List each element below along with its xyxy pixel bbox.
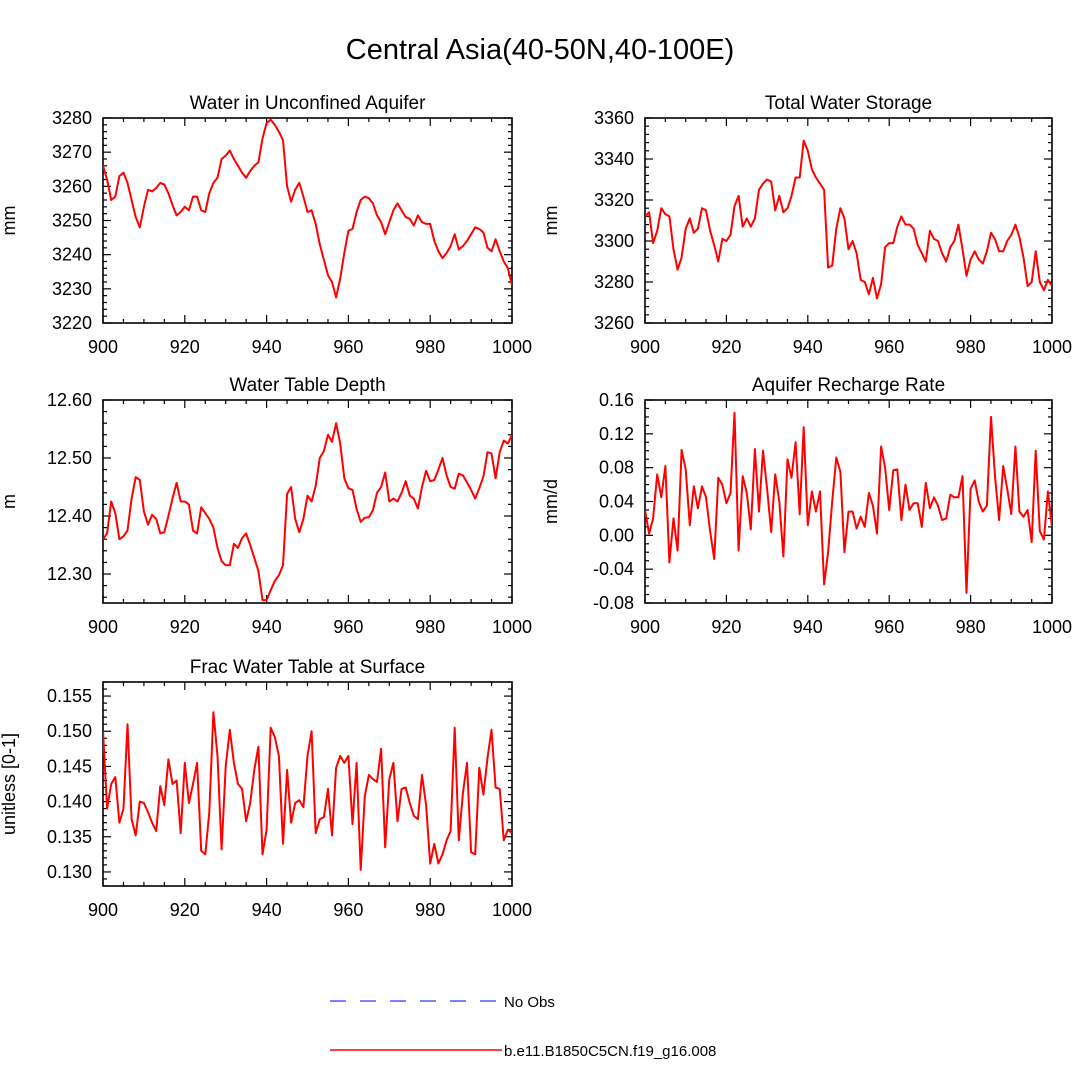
x-tick-label: 900 (88, 900, 118, 920)
x-tick-label: 980 (415, 617, 445, 637)
x-tick-label: 920 (170, 617, 200, 637)
y-tick-label: 0.08 (599, 458, 634, 478)
x-tick-label: 940 (793, 337, 823, 357)
x-tick-label: 1000 (492, 900, 532, 920)
x-tick-label: 960 (333, 337, 363, 357)
series-line (103, 422, 512, 602)
y-tick-label: 3320 (594, 190, 634, 210)
legend: No Obs b.e11.B1850C5CN.f19_g16.008 (330, 994, 716, 1060)
y-tick-label: 0.145 (47, 756, 92, 776)
panel-title: Aquifer Recharge Rate (752, 375, 945, 396)
x-tick-label: 940 (793, 617, 823, 637)
x-tick-label: 940 (252, 337, 282, 357)
x-tick-label: 980 (415, 900, 445, 920)
chart-panel-1: Water in Unconfined Aquifer 900 920 940 960 9… (0, 93, 532, 357)
y-tick-label: 3270 (52, 142, 92, 162)
x-tick-label: 960 (333, 900, 363, 920)
panel-title: Water in Unconfined Aquifer (190, 93, 427, 114)
x-tick-label: 960 (874, 617, 904, 637)
y-tick-label: 0.150 (47, 721, 92, 741)
y-tick-label: 3260 (52, 176, 92, 196)
y-tick-label: 0.130 (47, 862, 92, 882)
plot-frame (102, 117, 513, 324)
y-tick-label: 12.30 (47, 564, 92, 584)
series-line (645, 411, 1052, 594)
y-tick-label: 12.50 (47, 448, 92, 468)
y-tick-label: 3280 (52, 108, 92, 128)
series-line (103, 711, 512, 871)
x-tick-label: 900 (88, 337, 118, 357)
y-axis-label: mm (0, 206, 19, 236)
y-tick-label: -0.08 (593, 593, 634, 613)
y-tick-label: 3280 (594, 272, 634, 292)
figure-title: Central Asia(40-50N,40-100E) (345, 34, 735, 66)
chart-panel-2: Total Water Storage 900 920 940 960 980 1000 32… (541, 93, 1072, 357)
y-tick-label: 3220 (52, 313, 92, 333)
y-tick-label: 0.12 (599, 424, 634, 444)
x-tick-label: 1000 (492, 337, 532, 357)
plot-frame (102, 399, 513, 604)
x-tick-label: 1000 (1032, 337, 1072, 357)
x-tick-label: 1000 (492, 617, 532, 637)
panel-title: Frac Water Table at Surface (190, 657, 426, 678)
x-tick-label: 900 (630, 617, 660, 637)
series-line (103, 118, 512, 299)
x-tick-label: 920 (711, 337, 741, 357)
y-tick-label: 3230 (52, 279, 92, 299)
panel-title: Total Water Storage (765, 93, 932, 114)
y-tick-label: 0.04 (599, 492, 634, 512)
legend-label-model: b.e11.B1850C5CN.f19_g16.008 (504, 1043, 716, 1060)
panel-title: Water Table Depth (229, 375, 385, 396)
y-tick-label: 3360 (594, 108, 634, 128)
legend-label-no-obs: No Obs (504, 994, 555, 1011)
x-tick-label: 940 (252, 900, 282, 920)
x-tick-label: 980 (956, 337, 986, 357)
y-tick-label: 0.16 (599, 390, 634, 410)
y-tick-label: 12.60 (47, 390, 92, 410)
x-tick-label: 940 (252, 617, 282, 637)
y-tick-label: 3300 (594, 231, 634, 251)
y-tick-label: -0.04 (593, 559, 634, 579)
x-tick-label: 900 (88, 617, 118, 637)
y-tick-label: 12.40 (47, 506, 92, 526)
x-tick-label: 960 (333, 617, 363, 637)
y-tick-label: 0.00 (599, 525, 634, 545)
series-line (645, 139, 1052, 300)
x-tick-label: 960 (874, 337, 904, 357)
x-tick-label: 1000 (1032, 617, 1072, 637)
y-tick-label: 0.140 (47, 792, 92, 812)
plot-frame (102, 681, 513, 887)
y-tick-label: 3240 (52, 245, 92, 265)
y-axis-label: mm (541, 206, 561, 236)
y-tick-label: 3250 (52, 211, 92, 231)
y-tick-label: 0.155 (47, 686, 92, 706)
x-tick-label: 980 (956, 617, 986, 637)
y-axis-label: mm/d (541, 479, 561, 524)
y-axis-label: unitless [0-1] (0, 733, 19, 835)
chart-panel-4: Aquifer Recharge Rate 900 920 940 960 980 1000… (541, 375, 1072, 637)
y-tick-label: 3260 (594, 313, 634, 333)
x-tick-label: 920 (170, 337, 200, 357)
x-tick-label: 920 (170, 900, 200, 920)
x-tick-label: 900 (630, 337, 660, 357)
y-tick-label: 0.135 (47, 827, 92, 847)
x-tick-label: 920 (711, 617, 741, 637)
chart-panel-5: Frac Water Table at Surface 900 920 940 960 9… (0, 657, 532, 920)
x-tick-label: 980 (415, 337, 445, 357)
plot-frame (644, 117, 1053, 324)
y-axis-label: m (0, 494, 19, 509)
chart-panel-3: Water Table Depth 900 920 940 960 980 1000 12.3… (0, 375, 532, 637)
y-tick-label: 3340 (594, 149, 634, 169)
